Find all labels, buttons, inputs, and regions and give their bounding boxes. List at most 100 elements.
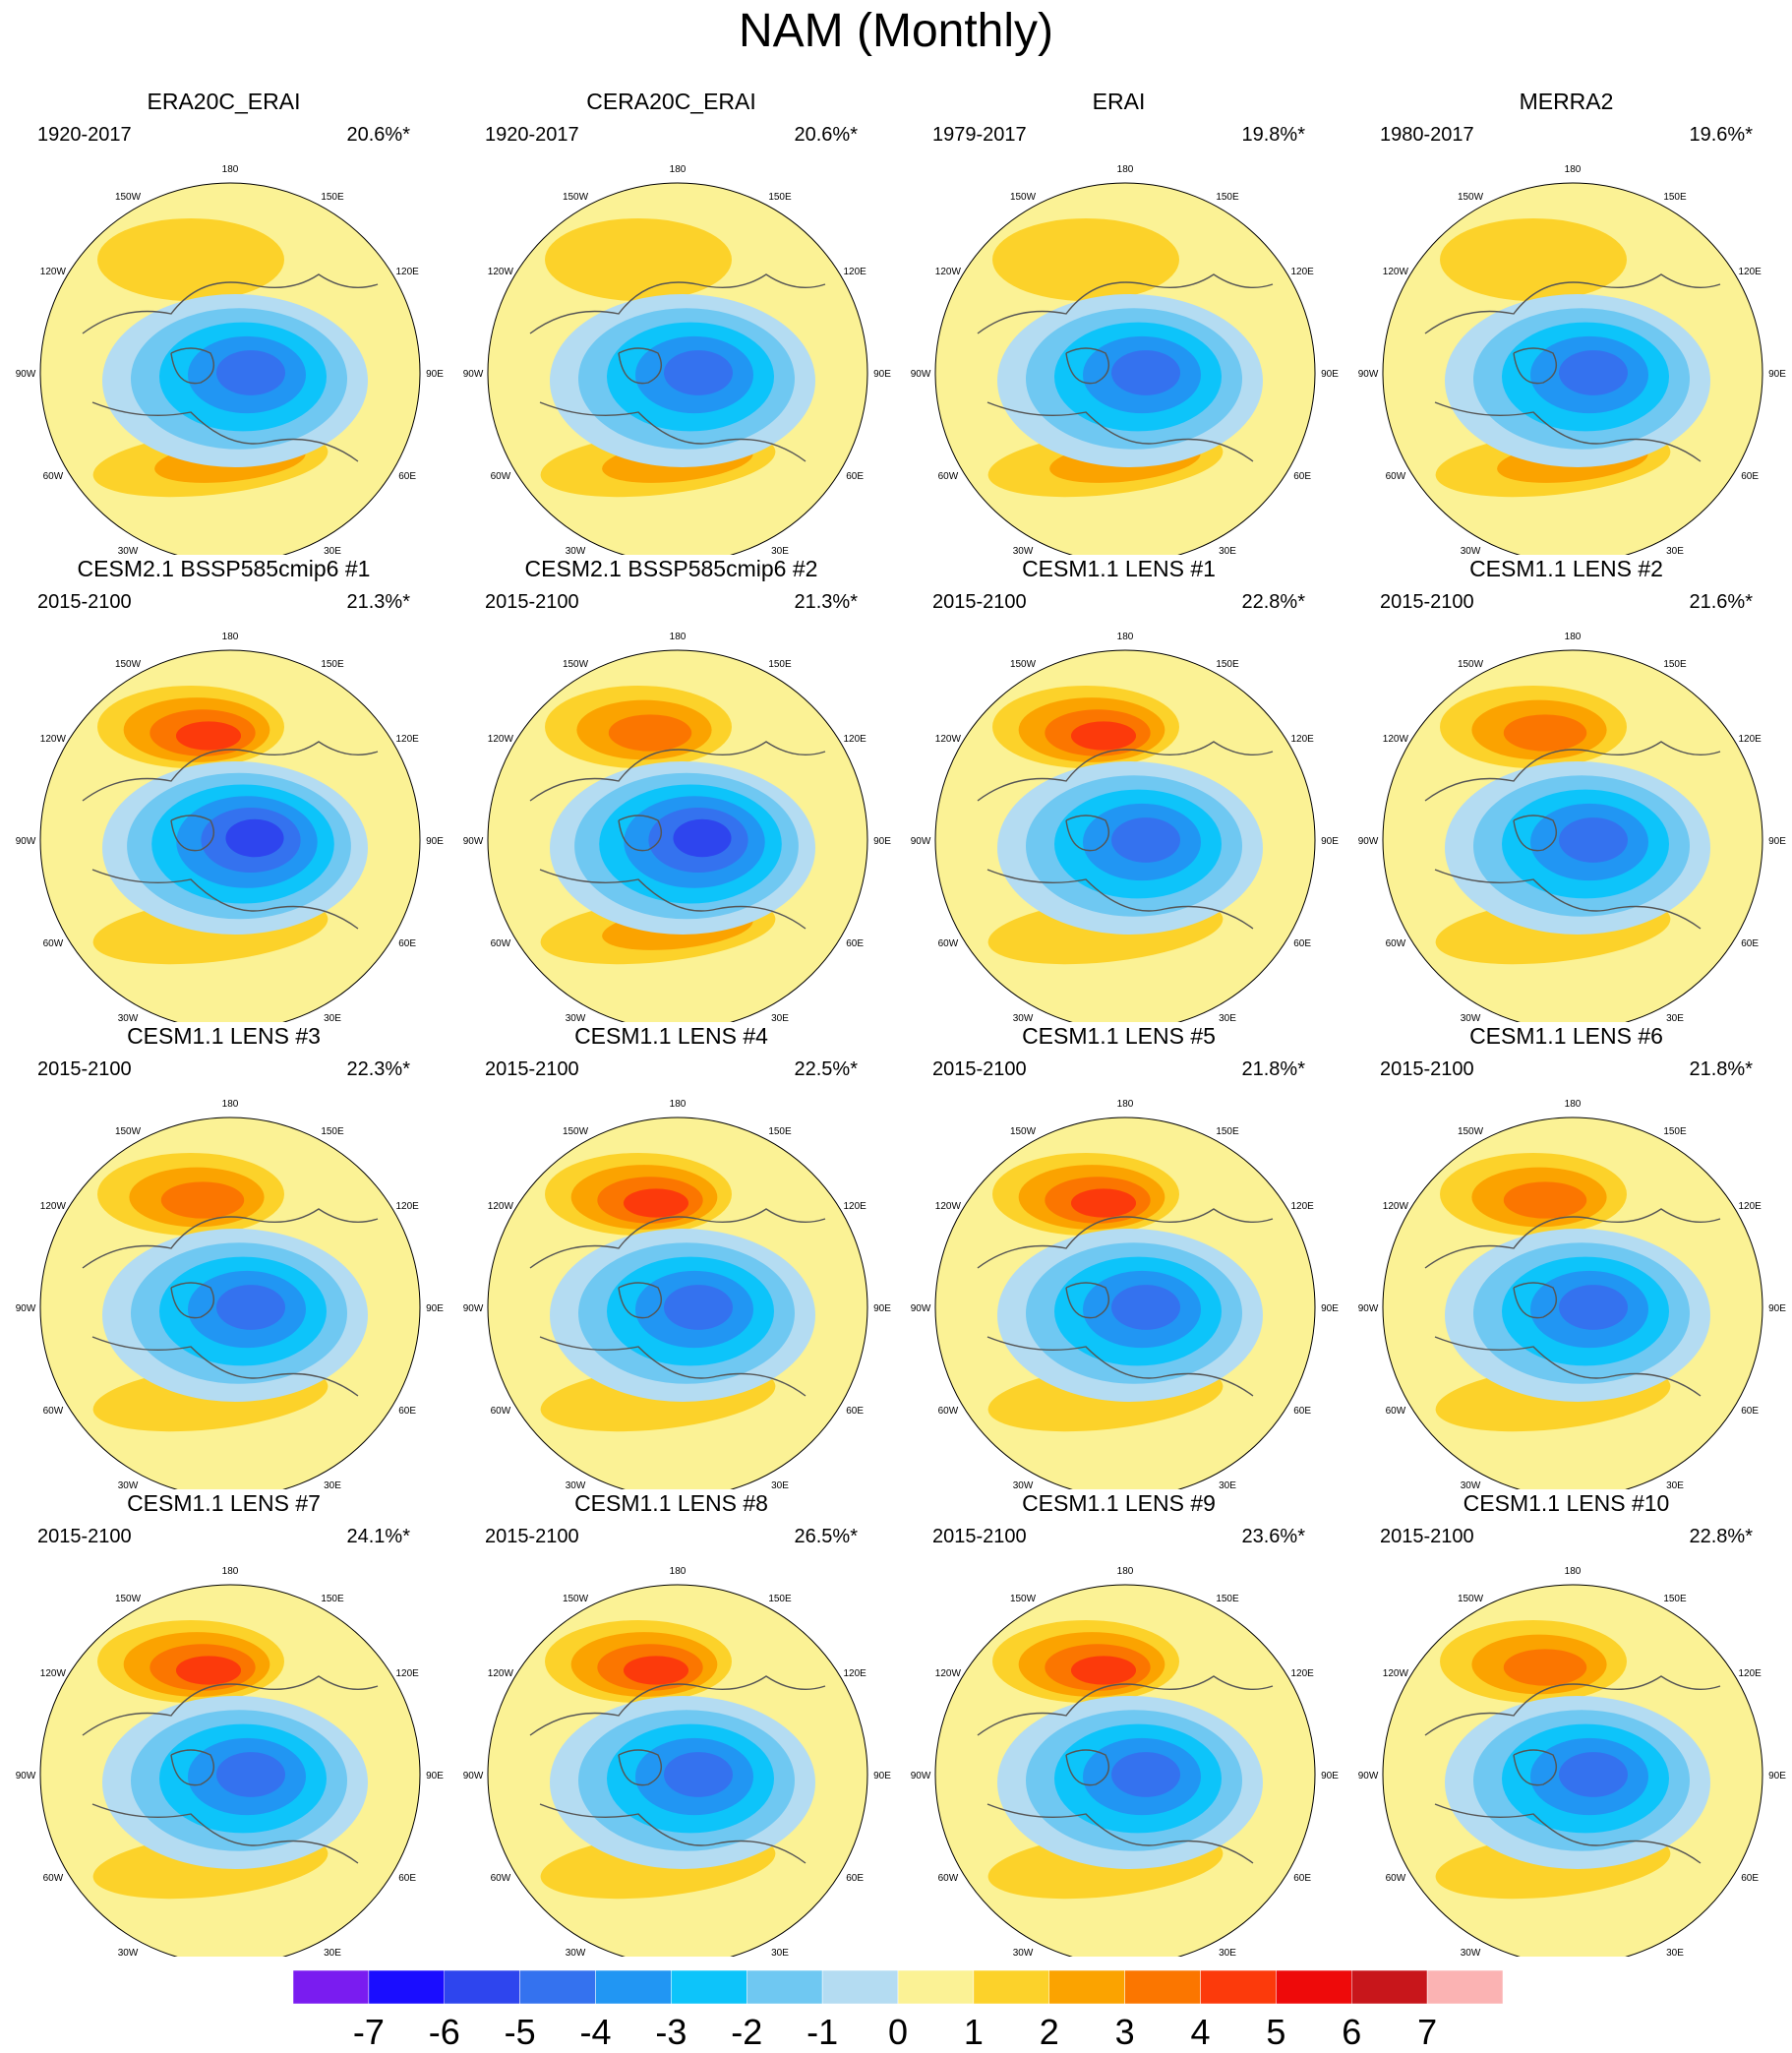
colorbar-bin [595, 1970, 672, 2004]
lon-label: 120E [395, 267, 419, 277]
panel-variance: 22.8%* [1241, 591, 1306, 613]
lon-label: 60W [491, 938, 511, 949]
lon-label: 60W [938, 471, 959, 482]
colorbar-tick-label: -4 [579, 2012, 612, 2052]
lon-label: 90E [1321, 369, 1339, 380]
lon-label: 30W [566, 1013, 586, 1022]
lon-label: 150E [321, 1594, 344, 1604]
panel-period: 1979-2017 [932, 124, 1027, 146]
lon-label: 60W [938, 938, 959, 949]
map-border [39, 649, 421, 1022]
contour-pacific-positive [1503, 1181, 1587, 1219]
polar-map: 180150E120E90E60E30E030W60W90W120W150W [911, 164, 1339, 555]
polar-map: 180150E120E90E60E30E030W60W90W120W150W [16, 164, 444, 555]
contour-pacific-positive [1070, 721, 1137, 751]
lon-label: 180 [1117, 632, 1134, 642]
lon-label: 90W [1358, 1303, 1379, 1314]
colorbar-bin [1124, 1970, 1201, 2004]
lon-label: 150E [768, 1594, 792, 1604]
panel-variance: 22.3%* [346, 1058, 411, 1080]
polar-map: 180150E120E90E60E30E030W60W90W120W150W [463, 632, 891, 1022]
lon-label: 150E [768, 659, 792, 670]
lon-label: 60E [398, 471, 416, 482]
lon-label: 90E [1768, 1771, 1786, 1781]
lon-label: 120E [1290, 734, 1314, 745]
lon-label: 30E [771, 546, 789, 555]
polar-map: 180150E120E90E60E30E030W60W90W120W150W [463, 1566, 891, 1957]
lon-label: 150W [115, 192, 142, 203]
lon-label: 120W [40, 1668, 67, 1679]
lon-label: 90E [1321, 1303, 1339, 1314]
lon-label: 180 [222, 164, 239, 175]
lon-label: 150W [1458, 1594, 1484, 1604]
coastline [977, 1675, 1274, 1864]
colorbar-tick-label: 3 [1114, 2012, 1135, 2052]
panel-variance: 19.6%* [1689, 124, 1754, 146]
lon-label: 120E [395, 734, 419, 745]
lon-label: 120W [935, 267, 962, 277]
lon-label: 60W [43, 1406, 64, 1417]
coastline [82, 273, 379, 462]
colorbar-tick-label: -7 [352, 2012, 385, 2052]
lon-label: 90W [1358, 369, 1379, 380]
panel-period: 2015-2100 [37, 591, 132, 613]
lon-label: 150W [1458, 192, 1484, 203]
contour-pacific-positive [545, 218, 732, 301]
lon-label: 180 [670, 164, 687, 175]
contour-pacific-positive [1503, 714, 1587, 752]
contour-arctic-negative [1559, 1285, 1628, 1330]
lon-label: 30W [1013, 546, 1034, 555]
contour-pacific-positive [160, 1181, 245, 1219]
map-panel: CESM1.1 LENS #3 2015-2100 22.3%* 180 150E 120… [0, 1023, 448, 1489]
panel-period: 1920-2017 [485, 124, 579, 146]
lon-label: 150E [1216, 192, 1239, 203]
contour-pacific-positive [1070, 1656, 1137, 1685]
lon-label: 150E [768, 192, 792, 203]
contour-arctic-negative [216, 1752, 285, 1797]
panel-title: CESM1.1 LENS #8 [574, 1490, 768, 1516]
lon-label: 150W [563, 1594, 589, 1604]
lon-label: 180 [670, 632, 687, 642]
map-border [487, 1117, 868, 1489]
coastline [82, 1675, 379, 1864]
contour-arctic-negative [1111, 817, 1180, 863]
map-panel: ERAI1979-201719.8%*180150E120E90E60E30E0… [895, 89, 1343, 555]
polar-map: 180150E120E90E60E30E030W60W90W120W150W [911, 1566, 1339, 1957]
lon-label: 180 [670, 1566, 687, 1577]
contour-arctic-negative [1559, 817, 1628, 863]
lon-label: 180 [1565, 164, 1582, 175]
colorbar-tick-label: -5 [504, 2012, 536, 2052]
lon-label: 90E [873, 836, 891, 847]
colorbar-bin [897, 1970, 975, 2004]
lon-label: 30W [1461, 1948, 1481, 1957]
lon-label: 90W [911, 369, 931, 380]
polar-map: 180150E120E90E60E30E030W60W90W120W150W [463, 1099, 891, 1489]
map-panel: CESM1.1 LENS #4 2015-2100 22.5%* 180 150E 120… [448, 1023, 895, 1489]
coastline [1424, 741, 1721, 930]
map-panel: CESM1.1 LENS #2 2015-2100 21.6%* 180 150E 120… [1343, 556, 1790, 1022]
lon-label: 120W [40, 1201, 67, 1212]
coastline [529, 741, 826, 930]
colorbar-tick-label: -1 [806, 2012, 839, 2052]
lon-label: 30W [1013, 1948, 1034, 1957]
lon-label: 90E [426, 369, 444, 380]
panel-variance: 21.8%* [1241, 1058, 1306, 1080]
lon-label: 30W [118, 1013, 139, 1022]
lon-label: 30E [1666, 1948, 1684, 1957]
lon-label: 60W [43, 938, 64, 949]
lon-label: 120W [488, 734, 514, 745]
lon-label: 90W [16, 836, 36, 847]
contour-arctic-negative [225, 818, 284, 858]
lon-label: 90E [873, 1771, 891, 1781]
lon-label: 150E [1663, 659, 1687, 670]
lon-label: 120E [1290, 1668, 1314, 1679]
panel-period: 2015-2100 [932, 1058, 1027, 1080]
contour-pacific-positive [1440, 218, 1627, 301]
map-panel: MERRA2 1980-2017 19.6%* 180 150E 120E 90E 60E 30… [1343, 89, 1790, 555]
colorbar-tick-label: 0 [887, 2012, 909, 2052]
lon-label: 120W [935, 734, 962, 745]
map-panel: CESM1.1 LENS #1 2015-2100 22.8%* 180 150E 120… [895, 556, 1343, 1022]
lon-label: 60E [846, 1873, 864, 1884]
panel-title: CESM2.1 BSSP585cmip6 #1 [77, 556, 371, 581]
map-panel: CESM2.1 BSSP585cmip6 #2 2015-2100 21.3%* 18… [448, 556, 895, 1022]
